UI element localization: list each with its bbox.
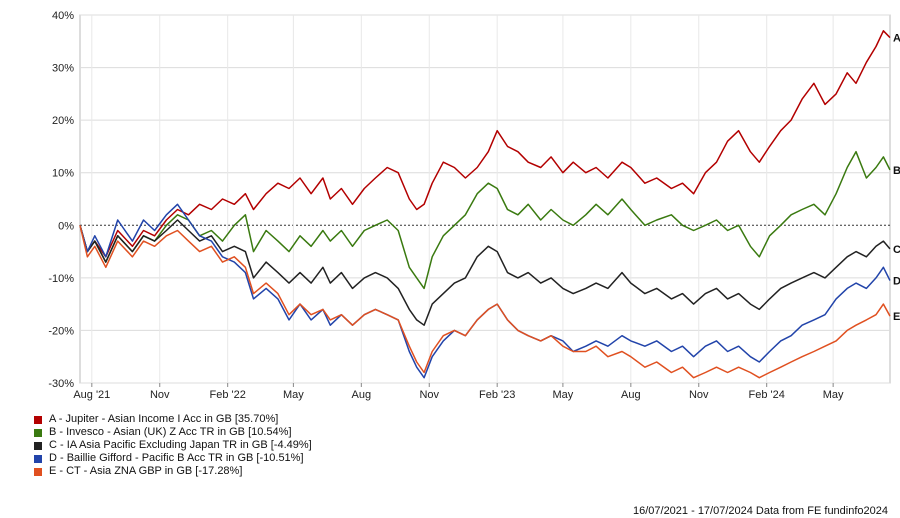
x-tick-label: Feb '22 xyxy=(209,389,245,401)
series-line-a xyxy=(79,30,891,258)
legend-label: D - Baillie Gifford - Pacific B Acc TR i… xyxy=(49,452,304,464)
performance-chart: 40% 30% 20% 10% 0% -10% -20% -30% Aug '21 Nov Feb… xyxy=(48,10,900,401)
legend-swatch xyxy=(34,428,42,437)
x-tick-label: May xyxy=(283,389,304,401)
plot-area xyxy=(79,14,891,384)
x-tick-label: Aug xyxy=(352,389,372,401)
x-tick-label: Nov xyxy=(150,389,170,401)
x-tick-label: Nov xyxy=(689,389,709,401)
legend-swatch xyxy=(34,454,42,463)
legend: A - Jupiter - Asian Income I Acc in GB [… xyxy=(34,413,312,478)
y-tick-label: 40% xyxy=(52,10,74,22)
legend-label: E - CT - Asia ZNA GBP in GB [-17.28%] xyxy=(49,465,243,477)
y-tick-label: -10% xyxy=(48,273,74,285)
legend-item-e: E - CT - Asia ZNA GBP in GB [-17.28%] xyxy=(34,465,312,478)
series-end-label-a: A xyxy=(893,33,900,45)
y-tick-label: 20% xyxy=(52,115,74,127)
x-tick-label: Feb '23 xyxy=(479,389,515,401)
series-line-b xyxy=(79,150,891,290)
x-axis: Aug '21 Nov Feb '22 May Aug Nov Feb '23 May Aug N… xyxy=(73,383,844,401)
series-lines xyxy=(79,30,891,379)
legend-item-a: A - Jupiter - Asian Income I Acc in GB [… xyxy=(34,413,312,426)
series-line-c xyxy=(79,219,891,326)
legend-label: A - Jupiter - Asian Income I Acc in GB [… xyxy=(49,413,279,425)
grid xyxy=(79,14,891,384)
x-tick-label: Nov xyxy=(419,389,439,401)
legend-label: C - IA Asia Pacific Excluding Japan TR i… xyxy=(49,439,312,451)
series-end-label-c: C xyxy=(893,244,900,256)
x-tick-label: Feb '24 xyxy=(749,389,785,401)
legend-swatch xyxy=(34,467,42,476)
series-end-label-b: B xyxy=(893,165,900,177)
x-tick-label: Aug '21 xyxy=(73,389,110,401)
legend-item-b: B - Invesco - Asian (UK) Z Acc TR in GB … xyxy=(34,426,312,439)
legend-label: B - Invesco - Asian (UK) Z Acc TR in GB … xyxy=(49,426,292,438)
legend-swatch xyxy=(34,441,42,450)
y-tick-label: 0% xyxy=(58,220,74,232)
legend-swatch xyxy=(34,415,42,424)
data-source-footer: 16/07/2021 - 17/07/2024 Data from FE fun… xyxy=(632,505,888,517)
series-end-label-e: E xyxy=(893,311,900,323)
x-tick-label: May xyxy=(553,389,574,401)
y-tick-label: 30% xyxy=(52,63,74,75)
legend-item-c: C - IA Asia Pacific Excluding Japan TR i… xyxy=(34,439,312,452)
series-end-label-d: D xyxy=(893,276,900,288)
y-axis: 40% 30% 20% 10% 0% -10% -20% -30% xyxy=(48,10,74,390)
series-line-e xyxy=(79,225,891,379)
y-tick-label: 10% xyxy=(52,168,74,180)
y-tick-label: -20% xyxy=(48,325,74,337)
legend-item-d: D - Baillie Gifford - Pacific B Acc TR i… xyxy=(34,452,312,465)
x-tick-label: Aug xyxy=(621,389,641,401)
x-tick-label: May xyxy=(823,389,844,401)
series-end-labels: A B C D E xyxy=(893,33,900,324)
y-tick-label: -30% xyxy=(48,378,74,390)
